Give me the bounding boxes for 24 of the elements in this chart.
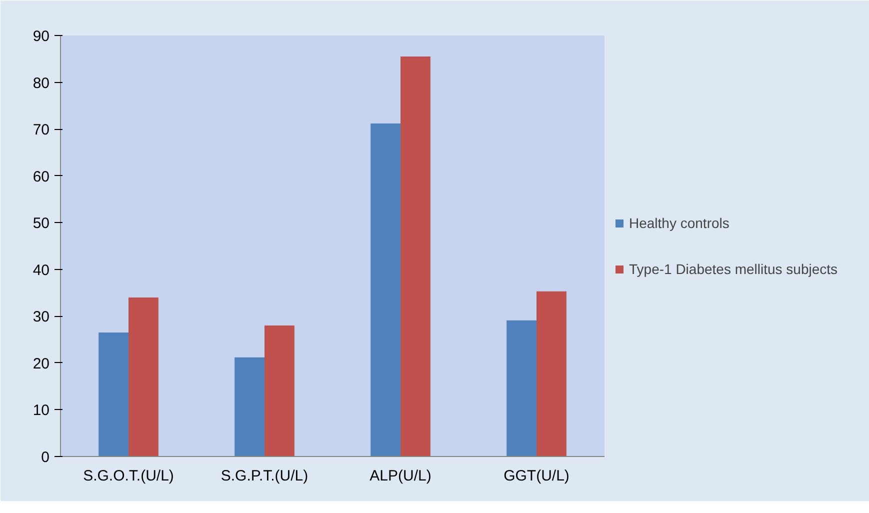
x-tick-label: S.G.P.T.(U/L) (220, 468, 308, 484)
legend-label: Healthy controls (629, 214, 730, 230)
y-tick-label: 90 (32, 28, 50, 45)
bar (98, 332, 128, 456)
x-tick-label: ALP(U/L) (370, 468, 432, 484)
bar (264, 326, 294, 456)
legend-label: Type-1 Diabetes mellitus subjects (629, 260, 838, 276)
y-tick-label: 80 (32, 74, 50, 92)
bar (128, 297, 158, 456)
bar (370, 123, 400, 456)
y-tick-label: 60 (32, 168, 50, 186)
bar (506, 320, 536, 456)
y-tick-label: 70 (32, 122, 50, 139)
y-tick-label: 0 (41, 449, 50, 466)
y-tick-label: 30 (32, 308, 50, 326)
y-tick-label: 40 (32, 262, 50, 279)
y-tick-label: 10 (32, 402, 50, 420)
bar (536, 291, 566, 456)
y-tick-label: 20 (32, 355, 50, 372)
y-tick-label: 50 (32, 215, 50, 232)
x-tick-label: S.G.O.T.(U/L) (83, 468, 174, 484)
x-tick-label: GGT(U/L) (504, 468, 570, 484)
bar (400, 56, 430, 456)
bar (234, 357, 264, 456)
